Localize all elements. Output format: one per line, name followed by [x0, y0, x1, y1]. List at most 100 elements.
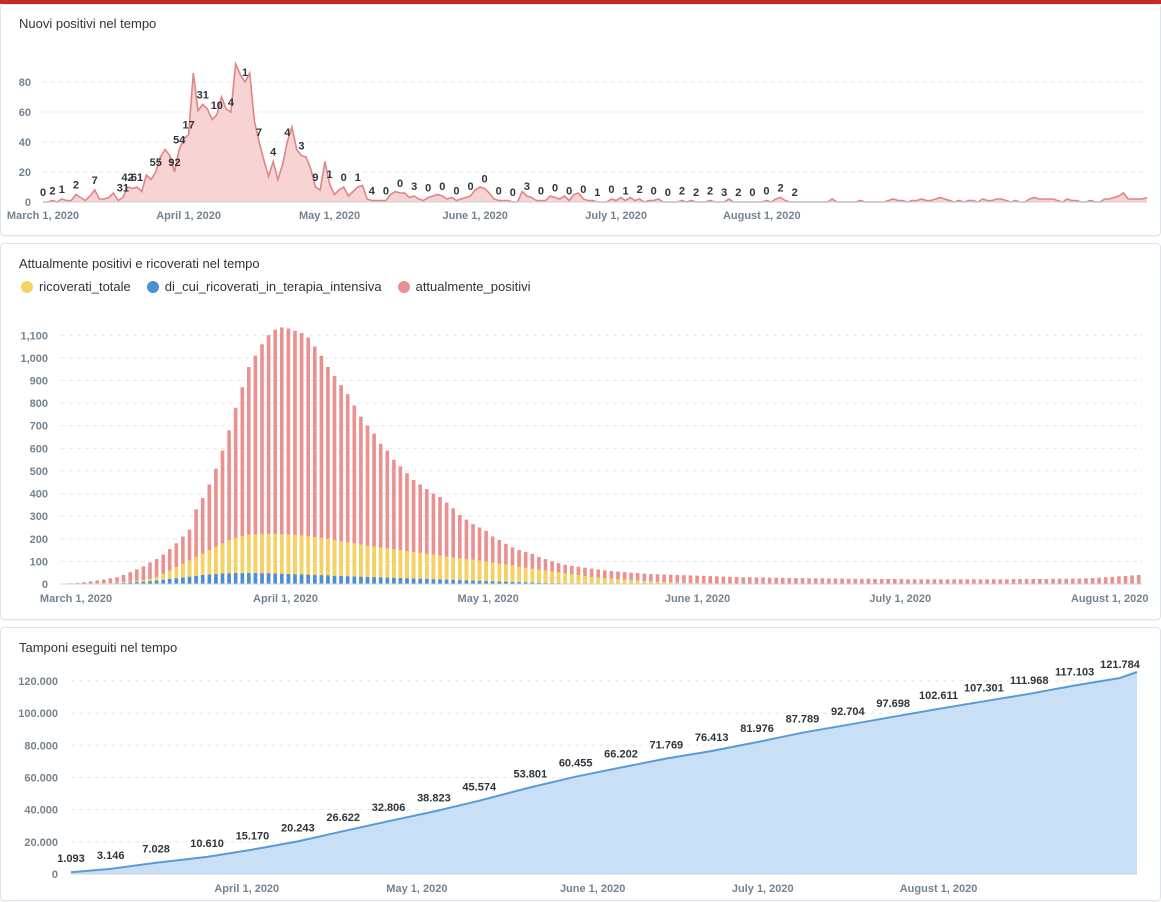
data-label: 2 [637, 184, 643, 196]
data-label: 97.698 [876, 698, 910, 710]
data-label: 0 [651, 186, 657, 198]
bar-attualmente_positivi [702, 576, 706, 584]
data-label: 66.202 [604, 748, 638, 760]
bar-di_cui_ricoverati_in_terapia_intensiva [333, 576, 337, 584]
bar-di_cui_ricoverati_in_terapia_intensiva [247, 573, 251, 584]
y-tick-label: 700 [30, 421, 48, 433]
y-tick-label: 100.000 [18, 708, 58, 720]
bar-attualmente_positivi [801, 578, 805, 584]
data-label: 81.976 [740, 723, 774, 735]
y-tick-label: 120.000 [18, 676, 58, 688]
bar-ricoverati_totale [531, 569, 535, 584]
data-label: 87.789 [786, 714, 820, 726]
bar-di_cui_ricoverati_in_terapia_intensiva [313, 575, 317, 584]
bar-di_cui_ricoverati_in_terapia_intensiva [399, 578, 403, 584]
bar-di_cui_ricoverati_in_terapia_intensiva [194, 576, 198, 584]
data-label: 2 [735, 187, 741, 199]
data-label: 45.574 [462, 782, 497, 794]
bar-attualmente_positivi [1012, 579, 1016, 584]
bar-attualmente_positivi [1117, 576, 1121, 584]
bar-ricoverati_totale [590, 577, 594, 584]
data-label: 2 [73, 180, 79, 192]
bar-di_cui_ricoverati_in_terapia_intensiva [471, 581, 475, 584]
bar-attualmente_positivi [1097, 578, 1101, 584]
bar-di_cui_ricoverati_in_terapia_intensiva [326, 575, 330, 584]
bar-di_cui_ricoverati_in_terapia_intensiva [175, 578, 179, 584]
data-label: 32.806 [372, 802, 406, 814]
bar-attualmente_positivi [919, 579, 923, 584]
bar-attualmente_positivi [946, 579, 950, 584]
data-label: 0 [580, 184, 586, 196]
data-label: 31 [197, 90, 209, 102]
data-label: 117.103 [1055, 667, 1094, 679]
data-label: 10.610 [190, 838, 224, 850]
bar-ricoverati_totale [603, 578, 607, 584]
bar-attualmente_positivi [814, 578, 818, 584]
data-label: 7.028 [142, 844, 170, 856]
bar-ricoverati_totale [498, 564, 502, 584]
data-label: 31 [117, 183, 129, 195]
data-label: 0 [397, 178, 403, 190]
data-label: 9 [312, 172, 318, 184]
bar-ricoverati_totale [629, 580, 633, 584]
bar-di_cui_ricoverati_in_terapia_intensiva [287, 574, 291, 584]
data-label: 61 [131, 172, 143, 184]
bar-di_cui_ricoverati_in_terapia_intensiva [306, 575, 310, 584]
bar-attualmente_positivi [1058, 579, 1062, 584]
bar-ricoverati_totale [583, 576, 587, 584]
x-tick-label: June 1, 2020 [665, 593, 730, 605]
bar-attualmente_positivi [1025, 579, 1029, 584]
data-label: 92 [168, 157, 180, 169]
bar-di_cui_ricoverati_in_terapia_intensiva [280, 574, 284, 584]
data-label: 2 [679, 186, 685, 198]
y-tick-label: 1,100 [20, 330, 48, 342]
bar-attualmente_positivi [1038, 579, 1042, 584]
data-label: 53.801 [513, 768, 547, 780]
bar-di_cui_ricoverati_in_terapia_intensiva [254, 573, 258, 584]
bar-attualmente_positivi [939, 579, 943, 584]
x-tick-label: April 1, 2020 [214, 883, 279, 895]
chart-attualmente-positivi: 01002003004005006007008009001,0001,100Ma… [1, 244, 1161, 621]
data-label: 26.622 [326, 812, 360, 824]
data-label: 1 [355, 172, 361, 184]
bar-attualmente_positivi [1078, 579, 1082, 584]
y-tick-label: 100 [30, 556, 48, 568]
x-tick-label: August 1, 2020 [900, 883, 978, 895]
bar-attualmente_positivi [728, 577, 732, 584]
data-label: 2 [707, 186, 713, 198]
bar-attualmente_positivi [695, 576, 699, 584]
data-label: 55 [150, 157, 162, 169]
chart-card-attualmente-positivi: Attualmente positivi e ricoverati nel te… [0, 243, 1161, 620]
bar-di_cui_ricoverati_in_terapia_intensiva [214, 574, 218, 584]
data-label: 0 [482, 174, 488, 186]
data-label: 17 [183, 120, 195, 132]
bar-ricoverati_totale [465, 559, 469, 584]
bar-di_cui_ricoverati_in_terapia_intensiva [339, 576, 343, 584]
bar-ricoverati_totale [537, 570, 541, 585]
bar-di_cui_ricoverati_in_terapia_intensiva [168, 579, 172, 584]
bar-attualmente_positivi [794, 578, 798, 584]
bar-di_cui_ricoverati_in_terapia_intensiva [405, 578, 409, 584]
bar-ricoverati_totale [570, 574, 574, 584]
bar-attualmente_positivi [827, 579, 831, 584]
bar-attualmente_positivi [1071, 579, 1075, 584]
data-label: 71.769 [650, 739, 684, 751]
bar-ricoverati_totale [491, 563, 495, 585]
data-label: 1 [622, 186, 628, 198]
data-label: 15.170 [236, 831, 270, 843]
x-tick-label: July 1, 2020 [869, 593, 931, 605]
data-label: 20.243 [281, 822, 315, 834]
data-label: 7 [256, 127, 262, 139]
area-fill [43, 64, 1147, 202]
y-tick-label: 800 [30, 398, 48, 410]
x-tick-label: March 1, 2020 [40, 593, 112, 605]
bar-di_cui_ricoverati_in_terapia_intensiva [425, 579, 429, 584]
data-label: 3.146 [97, 850, 125, 862]
bar-di_cui_ricoverati_in_terapia_intensiva [346, 576, 350, 584]
data-label: 4 [270, 147, 277, 159]
bar-ricoverati_totale [471, 560, 475, 584]
data-label: 1 [327, 169, 333, 181]
bar-attualmente_positivi [1130, 575, 1134, 584]
